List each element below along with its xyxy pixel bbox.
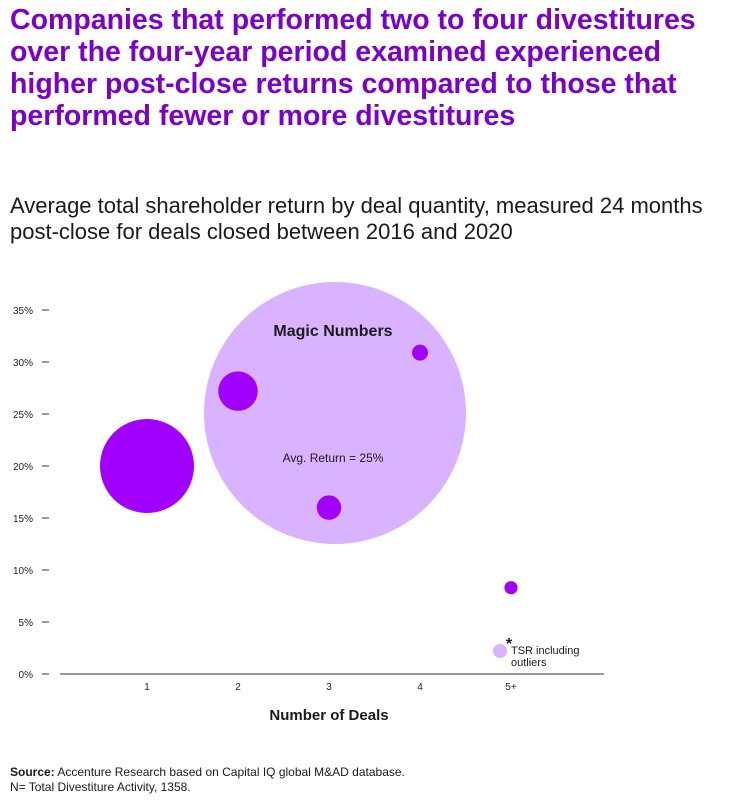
y-tick-label: 30% — [13, 358, 33, 369]
sample-size-note: N= Total Divestiture Activity, 1358. — [10, 780, 191, 794]
deal-bubble — [218, 371, 258, 411]
legend-label-line1: TSR including — [511, 645, 579, 657]
magic-numbers-label: Magic Numbers — [273, 323, 392, 340]
x-tick-label: 4 — [417, 682, 423, 693]
y-tick-label: 15% — [13, 514, 33, 525]
x-axis: 1 2 3 4 5+ — [144, 682, 517, 693]
magic-numbers-highlight: Magic Numbers Avg. Return = 25% — [204, 282, 466, 544]
y-tick-label: 10% — [13, 566, 33, 577]
legend: * TSR including outliers — [493, 636, 579, 669]
chart-subtitle: Average total shareholder return by deal… — [10, 193, 703, 244]
x-tick-label: 2 — [235, 682, 241, 693]
y-axis: 0% 5% 10% 15% 20% 25% 30% 35% — [13, 306, 49, 681]
deal-bubble — [100, 419, 194, 513]
x-tick-label: 1 — [144, 682, 150, 693]
y-tick-label: 0% — [19, 670, 34, 681]
y-tick-label: 5% — [19, 618, 34, 629]
y-tick-label: 25% — [13, 410, 33, 421]
legend-asterisk: * — [506, 636, 513, 653]
deal-bubble — [412, 344, 428, 361]
bubble-chart: 0% 5% 10% 15% 20% 25% 30% 35% 1 2 3 4 5+ Magic Numb… — [13, 282, 604, 724]
deal-bubble — [504, 581, 518, 595]
average-return-label: Avg. Return = 25% — [283, 451, 384, 465]
legend-marker — [493, 644, 507, 658]
deal-bubbles — [100, 344, 518, 595]
source-note: Source: Accenture Research based on Capi… — [10, 765, 405, 795]
magic-numbers-circle — [204, 282, 466, 544]
legend-label-line2: outliers — [511, 657, 547, 669]
source-line: Source: Accenture Research based on Capi… — [10, 765, 405, 780]
chart-headline: Companies that performed two to four div… — [10, 4, 696, 132]
source-label: Source: — [10, 765, 55, 779]
x-tick-label: 3 — [326, 682, 332, 693]
x-axis-title: Number of Deals — [269, 707, 388, 724]
x-tick-label: 5+ — [505, 682, 517, 693]
deal-bubble — [316, 495, 342, 520]
y-tick-label: 20% — [13, 462, 33, 473]
source-text: Accenture Research based on Capital IQ g… — [54, 765, 405, 779]
y-tick-label: 35% — [13, 306, 33, 317]
